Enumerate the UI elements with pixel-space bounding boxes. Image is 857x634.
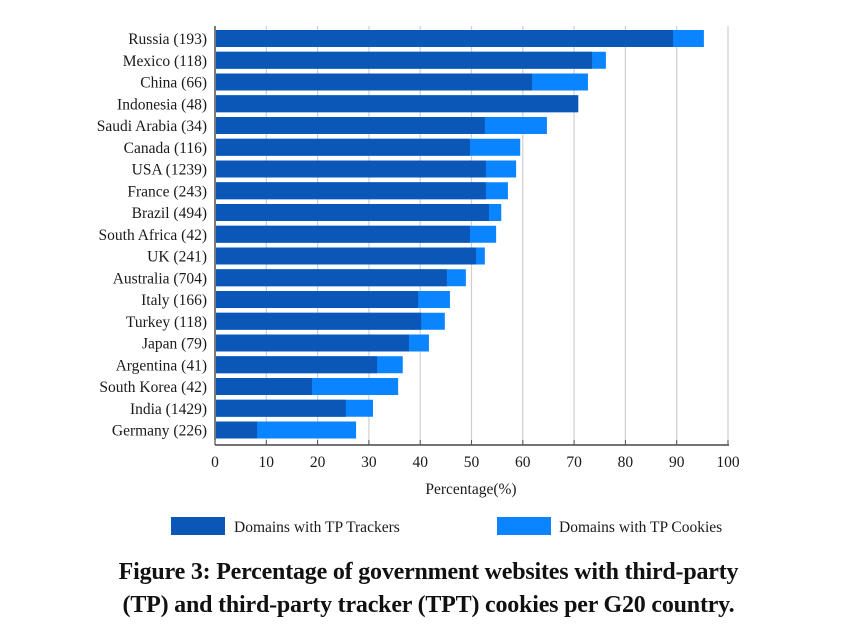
bar-tp-trackers [216, 399, 346, 417]
category-labels: Russia (193) Mexico (118) China (66) Indone… [97, 31, 207, 440]
category-label: Argentina (41) [116, 357, 207, 374]
x-tick-label: 70 [566, 454, 582, 471]
bar-tp-trackers [216, 204, 489, 221]
bar-tp-trackers [216, 73, 533, 91]
caption-line-2: (TP) and third-party tracker (TPT) cooki… [122, 592, 735, 618]
bar-tp-trackers [216, 334, 409, 352]
figure-caption: Figure 3: Percentage of government websi… [0, 556, 857, 622]
legend-swatch-trackers [171, 517, 225, 535]
category-label: Japan (79) [142, 336, 207, 353]
category-label: Indonesia (48) [117, 96, 207, 113]
category-label: India (1429) [130, 401, 207, 418]
bar-tp-trackers [216, 421, 258, 439]
category-label: Brazil (494) [132, 205, 207, 222]
x-tick-label: 90 [669, 454, 685, 471]
category-label: Canada (116) [124, 140, 207, 157]
category-label: Italy (166) [141, 292, 207, 309]
bar-tp-trackers [216, 51, 593, 69]
x-ticks: 0 10 20 30 40 50 60 70 80 90 100 [211, 440, 740, 471]
category-label: Russia (193) [128, 31, 207, 48]
bar-tp-trackers [216, 378, 312, 395]
x-tick-label: 50 [464, 454, 480, 471]
bar-tp-trackers [216, 291, 419, 308]
bar-tp-trackers [216, 269, 447, 287]
bar-tp-trackers [216, 225, 470, 243]
bar-tp-trackers [216, 312, 422, 330]
category-label: Australia (704) [113, 270, 207, 287]
bar-tp-trackers [216, 356, 378, 374]
category-label: USA (1239) [132, 162, 207, 179]
bar-tp-trackers [216, 117, 485, 134]
bar-tp-trackers [216, 95, 579, 113]
x-tick-label: 0 [211, 454, 219, 471]
bar-chart: Russia (193) Mexico (118) China (66) Indone… [97, 26, 740, 536]
x-tick-label: 20 [310, 454, 326, 471]
bar-tp-trackers [216, 160, 486, 178]
bar-tp-trackers [216, 138, 470, 156]
bar-tp-trackers [216, 30, 674, 47]
legend-label-trackers: Domains with TP Trackers [234, 519, 400, 536]
category-label: Mexico (118) [123, 53, 207, 70]
x-tick-label: 30 [361, 454, 377, 471]
x-tick-label: 100 [716, 454, 740, 471]
category-label: China (66) [140, 75, 207, 92]
x-tick-label: 60 [515, 454, 531, 471]
category-label: Saudi Arabia (34) [97, 118, 207, 135]
category-label: Germany (226) [112, 423, 207, 440]
bars [216, 30, 704, 439]
bar-tp-trackers [216, 247, 477, 265]
legend: Domains with TP Trackers Domains with TP… [171, 517, 722, 536]
bar-tp-trackers [216, 182, 486, 200]
category-label: Turkey (118) [126, 314, 207, 331]
x-tick-label: 40 [412, 454, 428, 471]
category-label: South Africa (42) [99, 227, 207, 244]
legend-label-cookies: Domains with TP Cookies [559, 519, 722, 536]
category-label: UK (241) [147, 249, 207, 266]
caption-line-1: Figure 3: Percentage of government websi… [118, 559, 739, 585]
x-tick-label: 80 [618, 454, 634, 471]
category-label: South Korea (42) [99, 379, 207, 396]
x-axis-title: Percentage(%) [425, 481, 516, 498]
category-label: France (243) [127, 183, 207, 200]
legend-swatch-cookies [497, 517, 551, 535]
x-tick-label: 10 [259, 454, 275, 471]
